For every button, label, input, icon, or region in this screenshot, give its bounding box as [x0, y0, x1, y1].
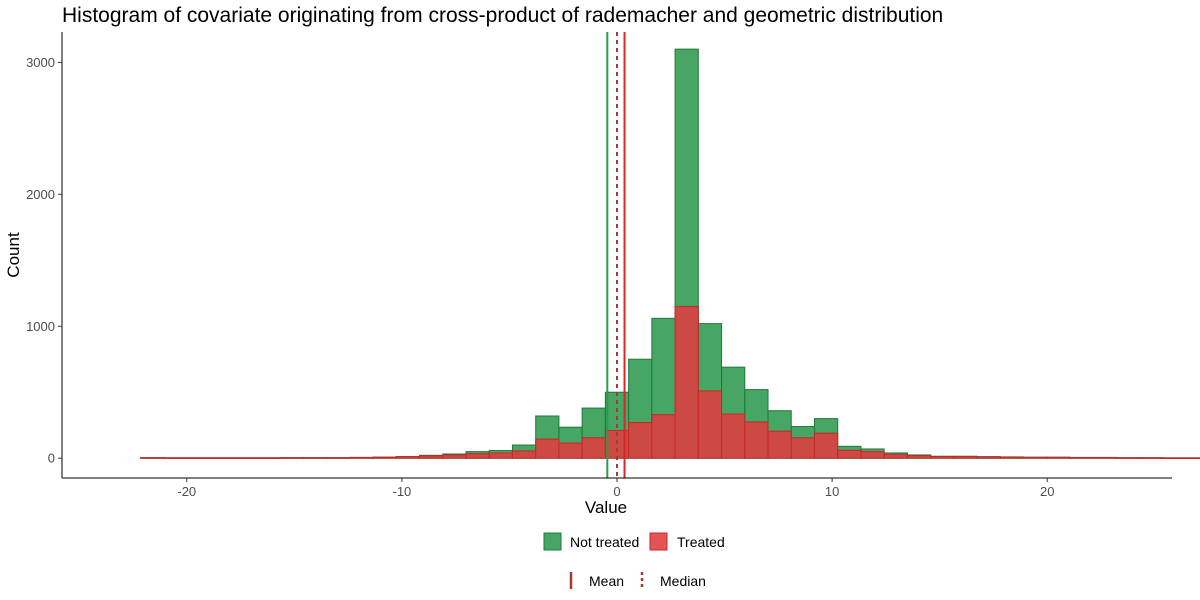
bar — [883, 453, 908, 459]
bar — [930, 456, 955, 459]
bar — [511, 450, 537, 459]
legend-item-treated: Treated — [649, 532, 725, 551]
x-tick-label: -10 — [392, 484, 411, 499]
bar — [488, 452, 513, 459]
x-tick-label: 10 — [825, 484, 839, 499]
chart-title: Histogram of covariate originating from … — [62, 4, 943, 27]
bar — [837, 449, 862, 459]
bar — [1139, 457, 1164, 459]
bar — [163, 457, 188, 459]
bar — [279, 457, 304, 459]
bar — [744, 421, 769, 459]
y-tick-label: 0 — [48, 451, 55, 466]
bar — [697, 390, 723, 459]
bar — [302, 457, 328, 459]
legend-item-not-treated: Not treated — [543, 532, 639, 551]
bar — [1116, 457, 1141, 459]
series-treated — [140, 305, 1200, 460]
series-not-treated — [140, 48, 1200, 459]
bar — [628, 422, 653, 459]
legend: Not treated Treated Mean Median — [543, 532, 725, 589]
legend-swatch — [543, 532, 562, 551]
y-tick-label: 3000 — [26, 55, 55, 70]
bar — [976, 456, 1001, 459]
bar — [1185, 457, 1200, 460]
bar — [465, 453, 490, 459]
bar — [140, 457, 165, 459]
bar — [953, 456, 978, 459]
bar — [326, 457, 351, 459]
bar — [1162, 457, 1187, 460]
bar — [651, 414, 676, 459]
bar — [1069, 457, 1094, 459]
bar — [906, 455, 932, 459]
bar — [767, 430, 792, 459]
legend-item-median: Median — [640, 572, 706, 589]
bar — [1092, 457, 1118, 459]
x-tick-label: -20 — [177, 484, 196, 499]
bar — [372, 456, 397, 459]
bar — [790, 437, 815, 459]
x-axis-title: Value — [585, 498, 627, 517]
legend-swatch — [649, 532, 668, 551]
bar — [860, 451, 885, 459]
bar — [349, 456, 374, 459]
bar — [442, 454, 467, 459]
bar — [419, 455, 444, 459]
bar — [1046, 456, 1071, 459]
bar — [233, 457, 258, 459]
bar — [674, 305, 699, 459]
legend-label: Not treated — [570, 534, 639, 550]
legend-item-mean: Mean — [569, 572, 624, 589]
legend-label: Median — [660, 573, 706, 589]
y-tick-label: 2000 — [26, 187, 55, 202]
bar — [999, 456, 1025, 459]
bar — [256, 457, 281, 459]
bar — [721, 413, 746, 459]
bar — [581, 437, 606, 459]
x-tick-label: 0 — [613, 484, 620, 499]
plot-area: -20 -10 0 10 20 0 1000 2000 3000 — [26, 32, 1200, 499]
bar — [558, 442, 583, 459]
y-axis-title: Count — [4, 232, 23, 278]
legend-label: Treated — [677, 534, 725, 550]
legend-label: Mean — [589, 573, 624, 589]
y-tick-label: 1000 — [26, 319, 55, 334]
bar — [395, 456, 421, 459]
bar — [1023, 456, 1048, 459]
bar — [209, 457, 235, 459]
bar — [186, 457, 211, 459]
bar — [813, 432, 839, 459]
bar — [535, 438, 560, 459]
x-tick-label: 20 — [1040, 484, 1054, 499]
